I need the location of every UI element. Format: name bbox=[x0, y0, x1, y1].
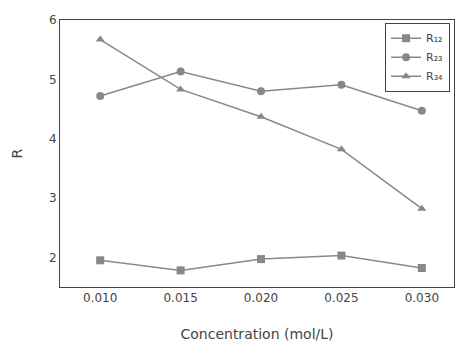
svg-text:R₁₂: R₁₂ bbox=[426, 32, 442, 45]
svg-text:6: 6 bbox=[49, 13, 57, 27]
svg-text:0.025: 0.025 bbox=[324, 291, 358, 305]
svg-text:R₂₃: R₂₃ bbox=[426, 51, 442, 64]
svg-text:0.010: 0.010 bbox=[83, 291, 117, 305]
svg-text:5: 5 bbox=[49, 73, 57, 87]
svg-text:Concentration (mol/L): Concentration (mol/L) bbox=[180, 326, 333, 342]
svg-text:2: 2 bbox=[49, 251, 57, 265]
svg-text:R: R bbox=[9, 148, 25, 158]
svg-text:4: 4 bbox=[49, 132, 57, 146]
svg-text:R₃₄: R₃₄ bbox=[426, 70, 443, 83]
svg-text:3: 3 bbox=[49, 191, 57, 205]
svg-text:0.030: 0.030 bbox=[405, 291, 439, 305]
svg-text:0.015: 0.015 bbox=[163, 291, 197, 305]
svg-text:0.020: 0.020 bbox=[244, 291, 278, 305]
